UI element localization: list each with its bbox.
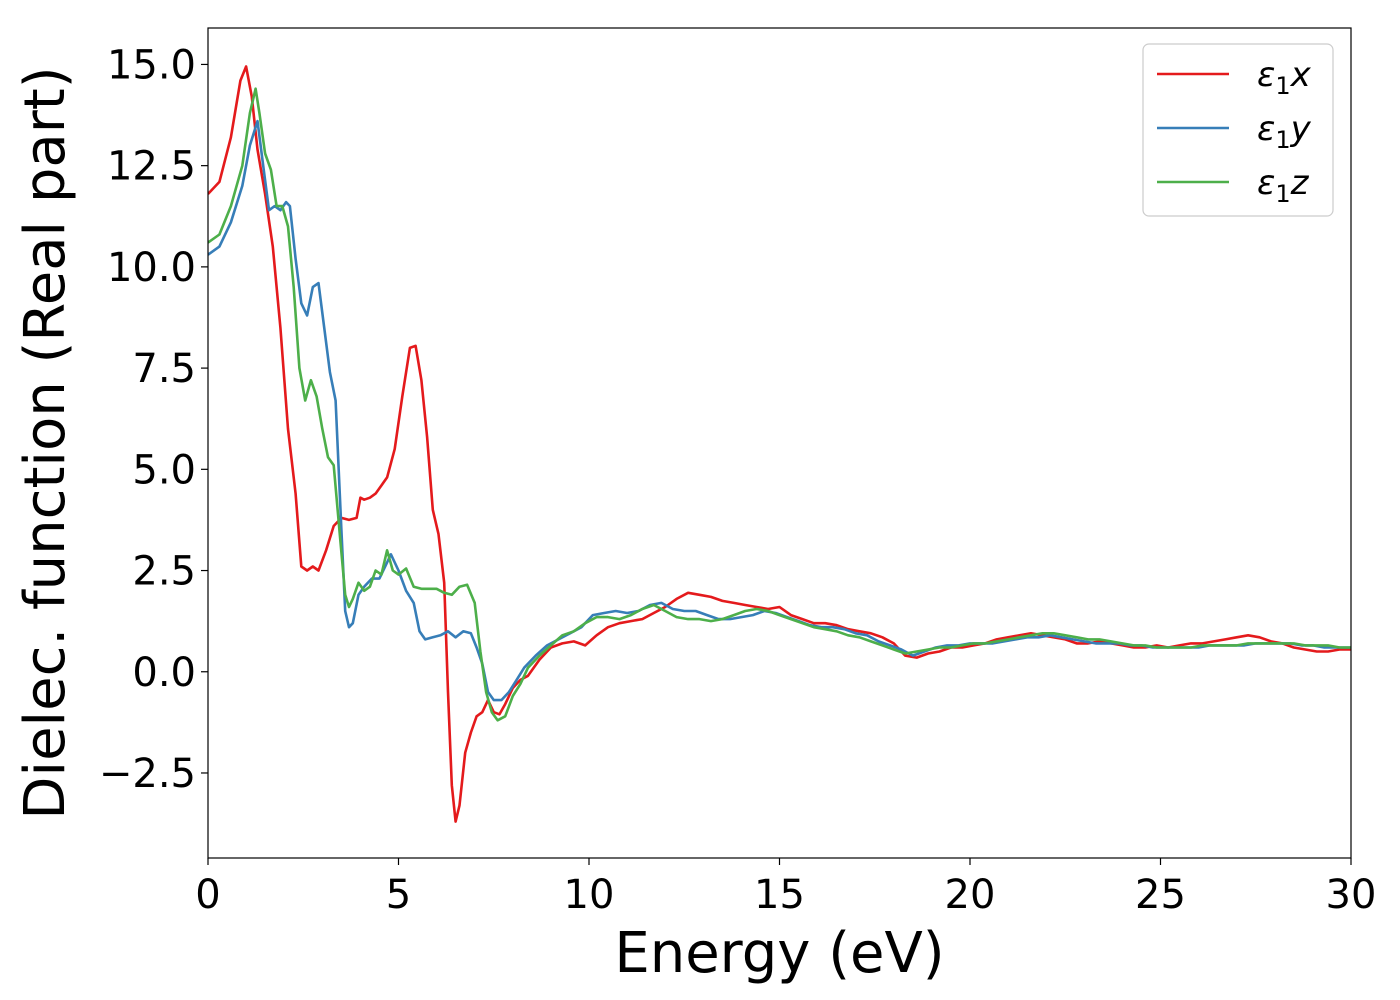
y-tick-label: 12.5: [107, 144, 196, 190]
x-tick-label: 20: [945, 872, 996, 918]
x-tick-label: 10: [564, 872, 615, 918]
y-tick-label: 5.0: [132, 447, 196, 493]
y-tick-label: −2.5: [99, 751, 196, 797]
y-tick-label: 10.0: [107, 245, 196, 291]
legend-entry-x: ε1x: [1257, 55, 1312, 100]
x-tick-label: 5: [386, 872, 411, 918]
y-tick-label: 2.5: [132, 549, 196, 595]
x-tick-label: 0: [195, 872, 220, 918]
y-axis-label: Dielec. function (Real part): [13, 66, 78, 819]
x-axis-ticks: 0 5 10 15 20 25 30: [195, 858, 1376, 918]
y-axis-ticks: −2.5 0.0 2.5 5.0 7.5 10.0 12.5 15.0: [99, 42, 208, 797]
legend: ε1x ε1y ε1z: [1142, 43, 1334, 217]
y-tick-label: 0.0: [132, 650, 196, 696]
legend-entry-z: ε1z: [1257, 163, 1310, 208]
x-tick-label: 15: [754, 872, 805, 918]
x-axis-label: Energy (eV): [614, 921, 944, 986]
y-tick-label: 7.5: [132, 346, 196, 392]
x-tick-label: 25: [1135, 872, 1186, 918]
x-tick-label: 30: [1326, 872, 1377, 918]
series-line-x: [208, 65, 1351, 823]
legend-entry-y: ε1y: [1257, 109, 1312, 154]
legend-box: [1142, 43, 1334, 217]
series-line-z: [208, 87, 1351, 722]
y-tick-label: 15.0: [107, 42, 196, 88]
